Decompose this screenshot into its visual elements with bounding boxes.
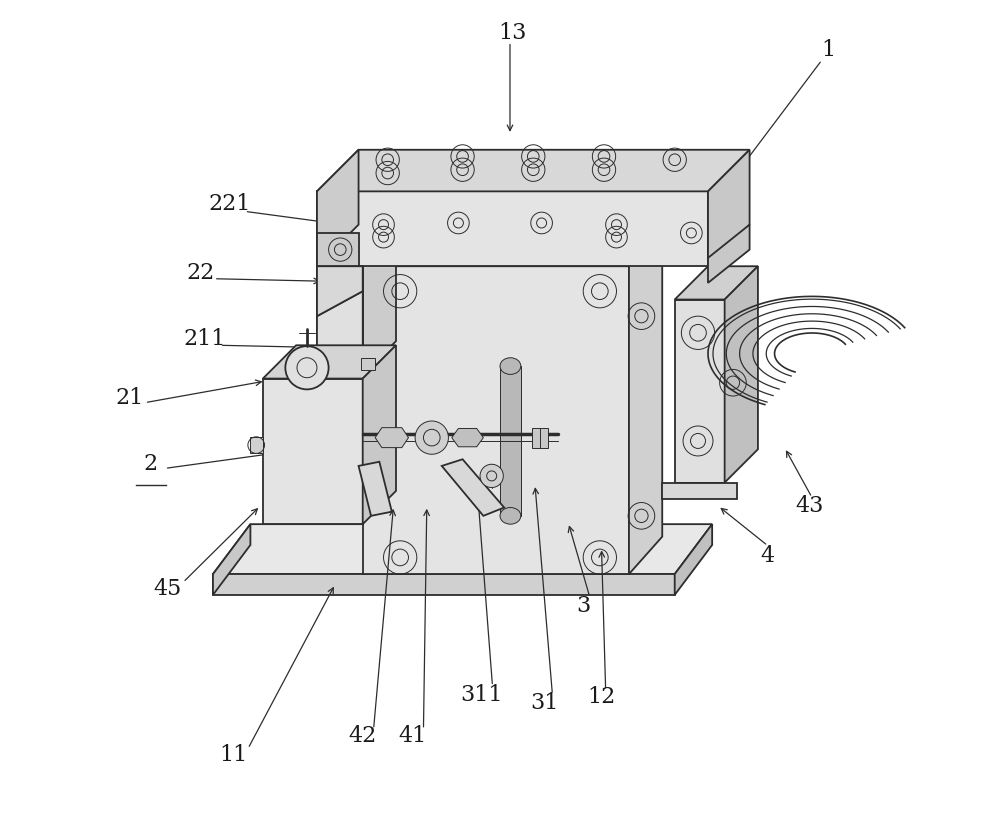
Text: 211: 211 xyxy=(183,329,226,350)
Polygon shape xyxy=(213,524,250,595)
Polygon shape xyxy=(263,379,363,524)
Text: 1: 1 xyxy=(822,39,836,61)
Polygon shape xyxy=(317,291,363,374)
Polygon shape xyxy=(629,233,662,574)
Polygon shape xyxy=(250,437,263,453)
Polygon shape xyxy=(363,266,629,574)
Polygon shape xyxy=(375,428,408,448)
Polygon shape xyxy=(317,233,350,374)
Text: 42: 42 xyxy=(349,726,377,747)
Text: 12: 12 xyxy=(587,686,616,708)
Polygon shape xyxy=(317,150,750,191)
Polygon shape xyxy=(359,462,392,516)
Polygon shape xyxy=(500,366,521,516)
Polygon shape xyxy=(363,233,396,374)
Text: 45: 45 xyxy=(153,578,181,600)
Text: 43: 43 xyxy=(795,495,824,517)
Polygon shape xyxy=(317,266,363,374)
Polygon shape xyxy=(708,150,750,266)
Polygon shape xyxy=(662,483,737,499)
Polygon shape xyxy=(213,574,675,595)
Text: 2: 2 xyxy=(143,453,158,475)
Circle shape xyxy=(415,421,448,454)
Text: 11: 11 xyxy=(220,745,248,766)
Circle shape xyxy=(285,346,329,389)
Polygon shape xyxy=(675,266,758,300)
Circle shape xyxy=(480,464,503,488)
Polygon shape xyxy=(361,358,375,370)
Text: 311: 311 xyxy=(460,684,503,706)
Polygon shape xyxy=(675,524,712,595)
Text: 4: 4 xyxy=(761,545,775,567)
Polygon shape xyxy=(263,345,396,379)
Text: 3: 3 xyxy=(576,595,590,617)
Polygon shape xyxy=(317,266,363,316)
Text: 13: 13 xyxy=(498,22,527,44)
Polygon shape xyxy=(708,225,750,283)
Polygon shape xyxy=(442,459,504,516)
Text: 22: 22 xyxy=(186,262,215,284)
Polygon shape xyxy=(213,524,712,574)
Ellipse shape xyxy=(500,508,521,524)
Polygon shape xyxy=(532,428,548,448)
Polygon shape xyxy=(675,300,725,483)
Polygon shape xyxy=(363,345,396,524)
Polygon shape xyxy=(363,233,662,266)
Ellipse shape xyxy=(500,358,521,374)
Polygon shape xyxy=(725,266,758,483)
Polygon shape xyxy=(317,150,359,266)
Text: 21: 21 xyxy=(116,387,144,409)
Polygon shape xyxy=(317,191,708,266)
Polygon shape xyxy=(452,428,483,447)
Text: 221: 221 xyxy=(208,193,251,215)
Text: 41: 41 xyxy=(399,726,427,747)
Text: 31: 31 xyxy=(530,692,558,714)
Polygon shape xyxy=(317,233,363,266)
Polygon shape xyxy=(317,233,359,266)
